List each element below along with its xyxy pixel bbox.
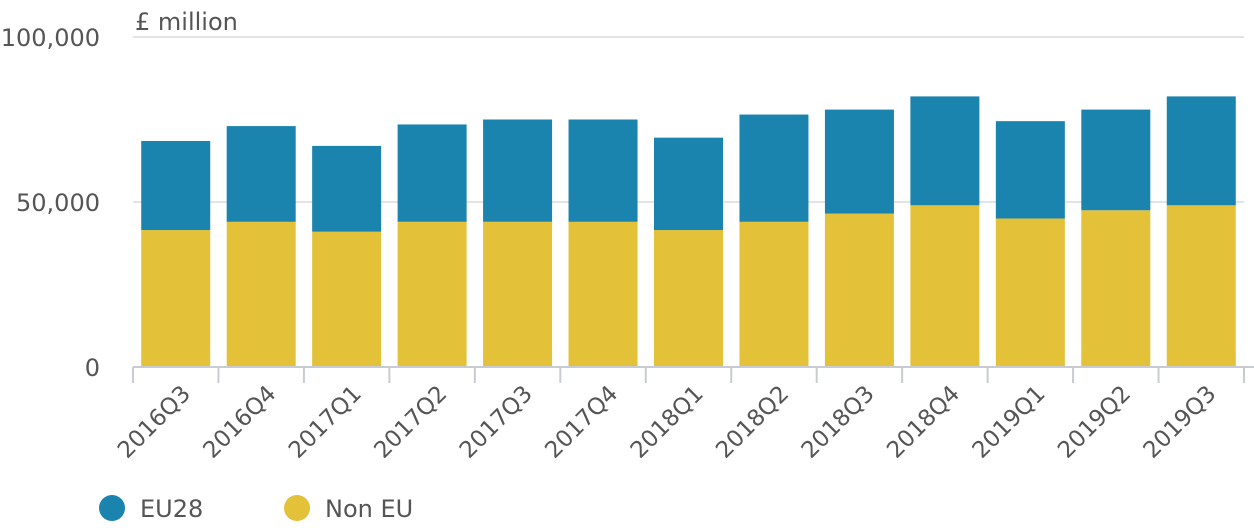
x-tick-label: 2018Q1 xyxy=(626,381,709,464)
bar-non-eu xyxy=(312,231,382,367)
bar-eu28 xyxy=(910,96,980,206)
bar-non-eu xyxy=(824,213,894,367)
x-tick-label: 2019Q2 xyxy=(1053,381,1136,464)
bar-non-eu xyxy=(910,205,980,367)
bar-eu28 xyxy=(1166,96,1236,206)
x-tick-label: 2016Q3 xyxy=(113,381,196,464)
bar-eu28 xyxy=(995,121,1065,219)
bar-eu28 xyxy=(568,119,638,222)
bar-eu28 xyxy=(397,124,467,222)
bars xyxy=(141,96,1236,367)
bar-non-eu xyxy=(995,218,1065,367)
bar-eu28 xyxy=(226,126,296,222)
bar-eu28 xyxy=(312,145,382,232)
bar-eu28 xyxy=(483,119,553,222)
bar-eu28 xyxy=(654,137,723,231)
bar-non-eu xyxy=(226,221,296,367)
y-axis-tick-labels: 0 50,000 100,000 xyxy=(1,24,100,382)
bar-non-eu xyxy=(654,230,723,367)
bar-non-eu xyxy=(141,230,211,367)
bar-eu28 xyxy=(141,140,211,231)
y-tick-label: 50,000 xyxy=(16,189,100,217)
bar-non-eu xyxy=(1081,210,1151,367)
x-tick-label: 2017Q3 xyxy=(455,381,538,464)
x-tick-label: 2019Q3 xyxy=(1139,381,1222,464)
x-axis xyxy=(132,366,1254,383)
bar-non-eu xyxy=(739,221,809,367)
legend-swatch xyxy=(99,495,125,521)
x-tick-label: 2017Q1 xyxy=(284,381,367,464)
x-tick-label: 2018Q3 xyxy=(797,381,880,464)
bar-eu28 xyxy=(739,114,809,222)
bar-eu28 xyxy=(1081,109,1151,211)
bar-non-eu xyxy=(483,221,553,367)
y-tick-label: 100,000 xyxy=(1,24,100,52)
x-tick-label: 2016Q4 xyxy=(199,381,282,464)
bar-non-eu xyxy=(397,221,467,367)
legend-label: EU28 xyxy=(140,495,203,523)
legend: EU28 Non EU xyxy=(99,495,413,523)
bar-eu28 xyxy=(824,109,894,214)
x-tick-label: 2017Q4 xyxy=(540,381,623,464)
x-tick-label: 2018Q4 xyxy=(882,381,965,464)
bar-non-eu xyxy=(568,221,638,367)
x-tick-label: 2019Q1 xyxy=(968,381,1051,464)
bar-non-eu xyxy=(1166,205,1236,367)
x-tick-label: 2018Q2 xyxy=(711,381,794,464)
y-axis-label: £ million xyxy=(135,8,238,36)
x-axis-tick-labels: 2016Q3 2016Q4 2017Q1 2017Q2 2017Q3 2017Q4 2018… xyxy=(113,381,1221,464)
x-tick-label: 2017Q2 xyxy=(369,381,452,464)
y-tick-label: 0 xyxy=(85,354,100,382)
legend-swatch xyxy=(284,495,310,521)
legend-label: Non EU xyxy=(325,495,413,523)
